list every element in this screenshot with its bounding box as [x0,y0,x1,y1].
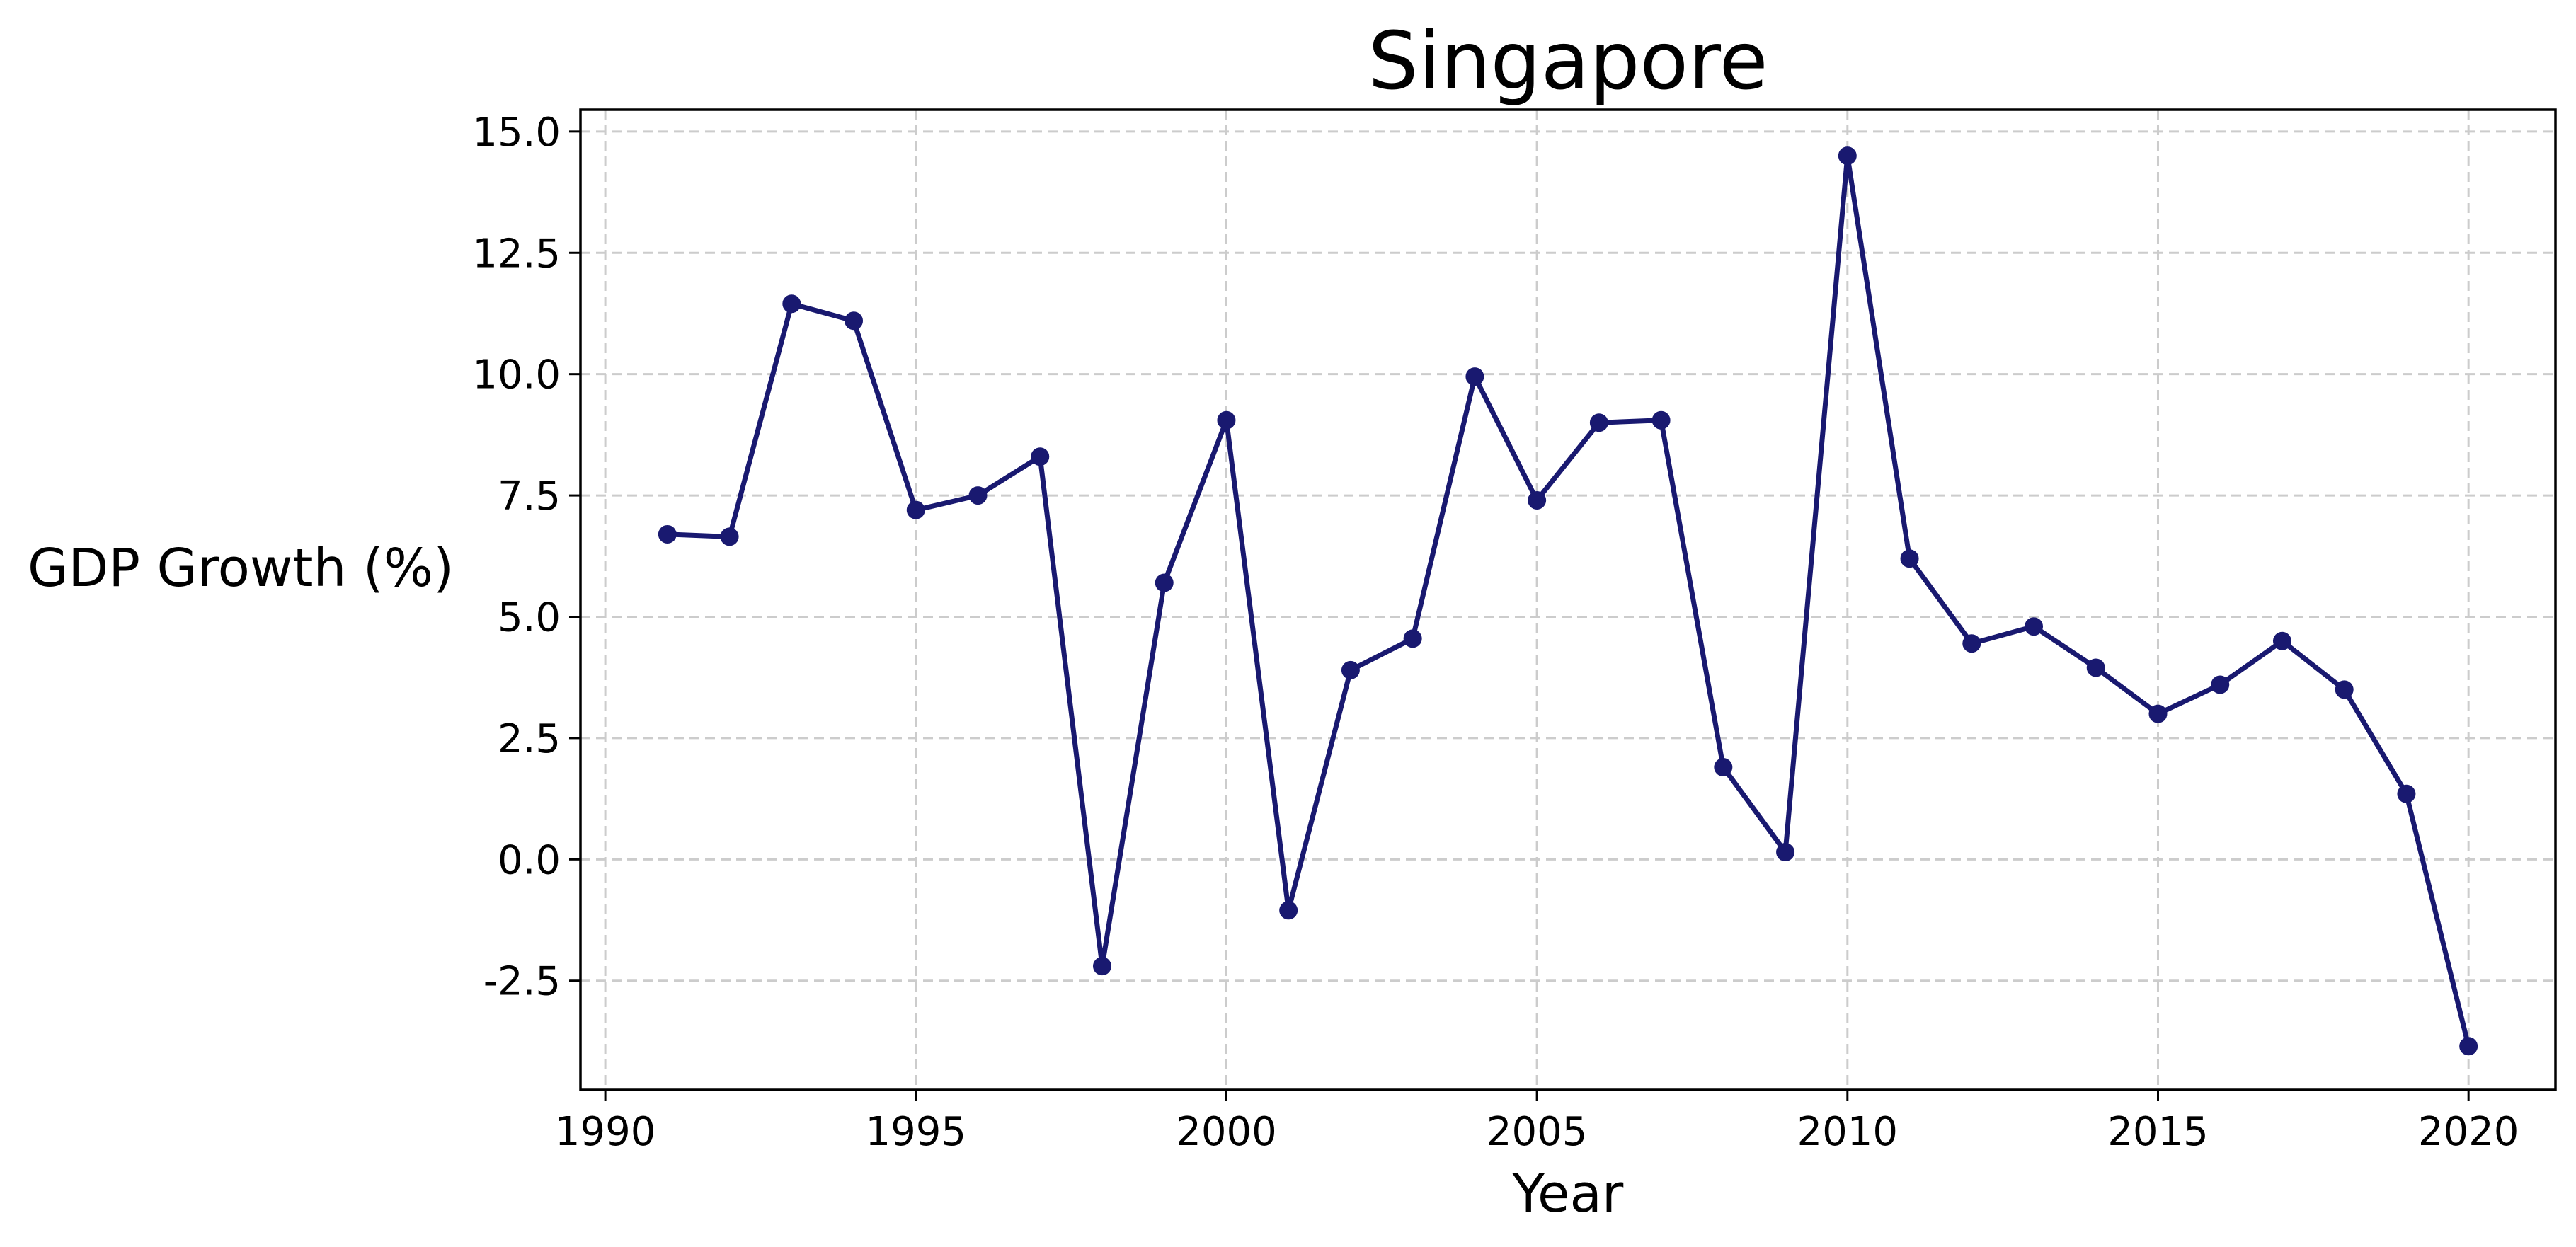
y-tick-label: 5.0 [498,594,561,640]
data-point [2148,704,2168,723]
x-tick-label: 2015 [2107,1109,2209,1155]
data-point [845,311,864,331]
axis-ticks: 1990 1995 2000 2005 2010 2015 2020 -2.5 0.0 2.5 5.… [472,110,2519,1155]
data-point [968,486,988,505]
data-point [1651,410,1671,430]
y-tick-label: 15.0 [472,110,561,156]
data-point [2211,675,2230,694]
data-point [1217,410,1236,430]
data-point [2335,680,2354,699]
y-tick-label: -2.5 [483,959,561,1005]
data-point [1528,490,1547,510]
data-point [1403,629,1422,648]
x-tick-label: 2020 [2418,1109,2519,1155]
data-point [1279,901,1298,920]
x-tick-label: 1990 [555,1109,656,1155]
data-point [2459,1037,2478,1056]
data-point [1900,549,1919,568]
data-point [1589,413,1608,432]
plot-frame [579,108,2557,1091]
x-tick-label: 2010 [1797,1109,1899,1155]
series-line [665,153,2471,1049]
y-tick-label: 7.5 [498,473,561,519]
y-axis-label: GDP Growth (%) [28,538,454,599]
data-point [658,524,677,544]
x-axis-label: Year [1512,1163,1624,1224]
data-point [1714,758,1733,777]
data-point [1838,146,1857,166]
y-tick-label: 0.0 [498,837,561,883]
chart-title: Singapore [1368,16,1768,108]
data-point [2086,658,2105,677]
data-point [2025,617,2044,636]
y-tick-label: 10.0 [472,352,561,398]
y-tick-label: 12.5 [472,231,561,277]
data-point [1776,843,1795,862]
data-point [782,294,801,314]
y-tick-label: 2.5 [498,716,561,762]
data-point [1092,957,1111,976]
x-tick-label: 1995 [866,1109,967,1155]
data-point [2272,631,2291,650]
data-point [720,527,739,546]
x-tick-label: 2000 [1176,1109,1277,1155]
data-point [1465,367,1484,386]
x-tick-label: 2005 [1487,1109,1588,1155]
data-point [2397,784,2416,803]
data-point [906,500,925,519]
data-point [1031,447,1050,466]
data-series [658,146,2478,1056]
data-point [1341,660,1360,679]
data-point [1962,634,1981,653]
data-point [1155,573,1174,592]
